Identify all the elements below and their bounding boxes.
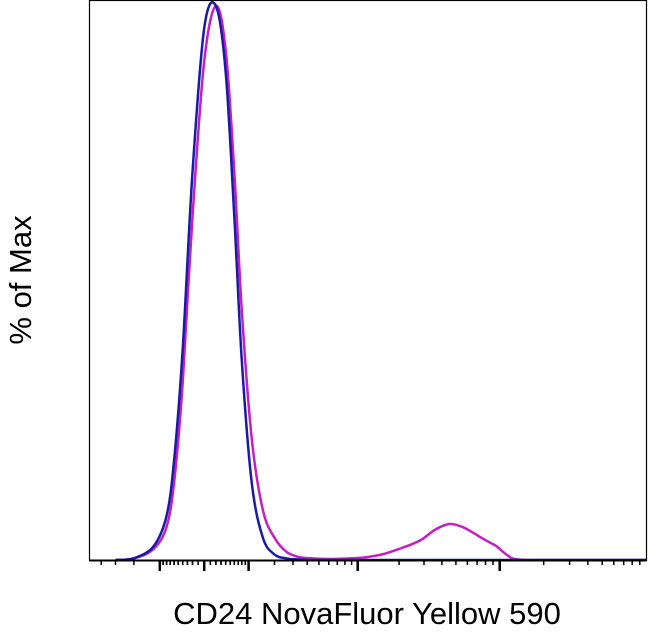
series-layer [115,1,647,562]
histogram-series-1 [115,4,647,562]
x-axis-ticks [100,560,641,571]
x-axis-title: CD24 NovaFluor Yellow 590 [173,596,561,631]
y-axis-title: % of Max [3,215,38,345]
histogram-series-2 [115,1,647,562]
